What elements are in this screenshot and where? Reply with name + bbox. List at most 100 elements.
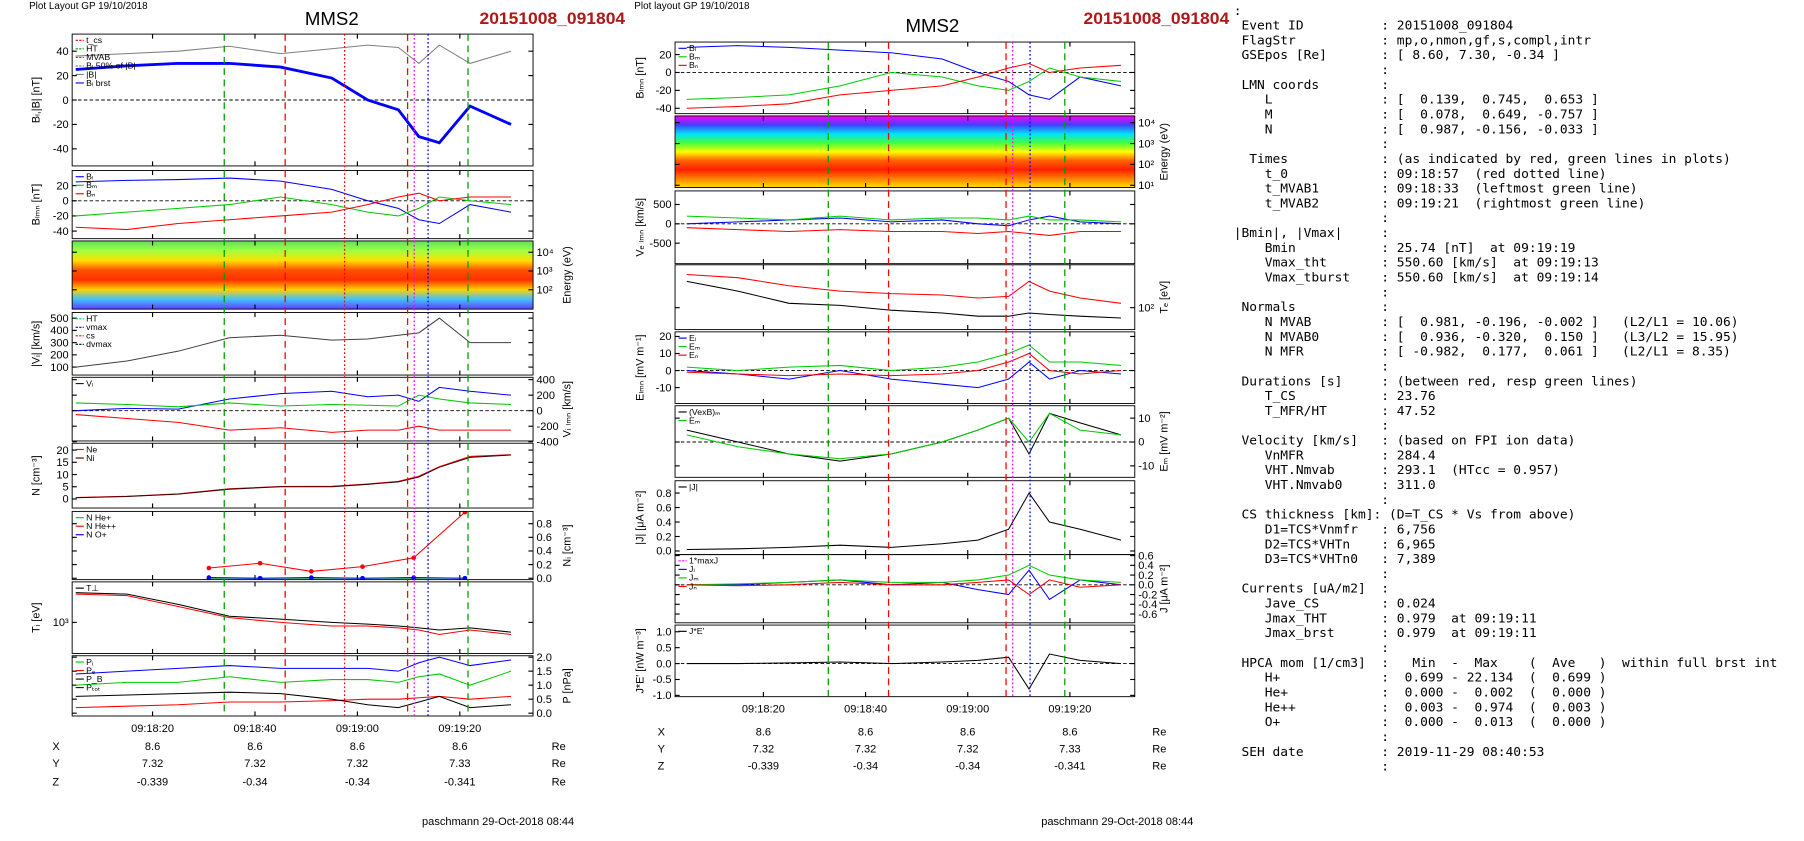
legend-label: Eₗ xyxy=(689,333,697,343)
ephemeris-unit: Re xyxy=(1152,761,1166,773)
y-tick-label: -400 xyxy=(537,437,559,449)
series-line xyxy=(686,564,1122,586)
info-line: Velocity [km/s] : (based on FPI ion data… xyxy=(1234,434,1576,449)
info-line: Currents [uA/m2] : xyxy=(1234,582,1389,597)
info-line: t_0 : 09:18:57 (red dotted line) xyxy=(1234,167,1607,182)
panel-frame xyxy=(71,442,534,509)
series-group xyxy=(686,344,1122,389)
legend-label: Pₑ xyxy=(86,665,95,675)
info-line: N MVAB : [ 0.981, -0.196, -0.002 ] (L2/L… xyxy=(1234,315,1739,330)
y-tick-label: 500 xyxy=(653,199,671,211)
info-line: M : [ 0.078, 0.649, -0.757 ] xyxy=(1234,108,1599,123)
y-tick-label: 300 xyxy=(50,337,68,349)
panel: -1.0 -0.5 0.0 0.5 1.0 J*E' J*E' [nW m⁻³] xyxy=(635,624,1136,702)
info-line: Bmin : 25.74 [nT] at 09:19:19 xyxy=(1234,241,1576,256)
data-point xyxy=(257,575,263,580)
series-line xyxy=(686,412,1122,462)
data-point xyxy=(308,575,314,580)
data-point xyxy=(257,560,263,566)
panel-frame xyxy=(71,376,534,442)
ephemeris-unit: Re xyxy=(552,741,566,753)
y-tick-label: 40 xyxy=(56,46,68,58)
info-listing: : Event ID : 20151008_091804 FlagStr : m… xyxy=(1234,4,1778,775)
ephemeris-value: -0.339 xyxy=(137,776,168,788)
ephemeris-value: 7.32 xyxy=(753,743,774,755)
y-tick-label: 0.2 xyxy=(537,559,552,571)
y-tick-label: 0.4 xyxy=(537,546,552,558)
x-tick-label: 09:18:20 xyxy=(131,723,174,735)
x-tick-label: 09:18:40 xyxy=(233,723,276,735)
info-line: T_CS : 23.76 xyxy=(1234,389,1436,404)
y-tick-label: -0.5 xyxy=(653,674,672,686)
ephemeris-value: -0.339 xyxy=(748,761,779,773)
legend-label: Bₗ brst xyxy=(86,78,111,88)
series-line xyxy=(686,45,1122,100)
legend-label: N He++ xyxy=(86,521,116,531)
info-line: : xyxy=(1234,730,1389,745)
legend-label: Eₘ xyxy=(689,415,701,425)
info-line: D1=TCS*Vnmfr : 6,756 xyxy=(1234,523,1436,538)
series-group xyxy=(686,273,1122,319)
series-group xyxy=(75,317,512,368)
legend-label: Bₙ xyxy=(689,60,699,70)
info-line: D2=TCS*VHTn : 6,965 xyxy=(1234,537,1436,552)
info-line: : xyxy=(1234,137,1389,152)
y-tick-label: 0 xyxy=(537,406,543,418)
y-tick-label: 100 xyxy=(50,362,68,374)
ephemeris-label: Y xyxy=(658,743,666,755)
ephemeris-unit: Re xyxy=(552,776,566,788)
y-tick-label: 10² xyxy=(1138,303,1154,315)
legend-label: HT xyxy=(86,314,98,324)
y-tick-label: 0.0 xyxy=(537,708,552,720)
y-tick-label: 0 xyxy=(63,494,69,506)
series-line xyxy=(75,414,512,433)
series-group xyxy=(206,511,468,580)
info-line: N MVAB0 : [ 0.936, -0.320, 0.150 ] (L3/L… xyxy=(1234,330,1739,345)
series-line xyxy=(208,511,466,572)
info-line: VnMFR : 284.4 xyxy=(1234,449,1436,464)
y-tick-label: 20 xyxy=(56,70,68,82)
x-tick-label: 09:18:40 xyxy=(844,704,887,716)
y-axis-label: Vᵢ ₗₘₙ [km/s] xyxy=(561,381,573,437)
x-tick-label: 09:19:00 xyxy=(336,723,379,735)
legend-label: Jₗ xyxy=(689,564,695,574)
y-tick-label: 10³ xyxy=(53,617,69,629)
series-line xyxy=(686,273,1122,304)
y-axis-label: Bₗₘₙ [nT] xyxy=(30,184,42,226)
ephemeris-value: 7.33 xyxy=(1059,743,1080,755)
y-tick-label: 10³ xyxy=(537,266,553,278)
y-tick-label: 200 xyxy=(50,350,68,362)
info-line: VHT.Nmvab0 : 311.0 xyxy=(1234,478,1436,493)
series-group xyxy=(686,653,1122,691)
ephemeris-value: 8.6 xyxy=(145,741,160,753)
info-line: : xyxy=(1234,641,1389,656)
series-line xyxy=(686,62,1122,109)
ephemeris-value: 7.33 xyxy=(449,758,470,770)
y-axis-label: J [μA m⁻²] xyxy=(1158,564,1170,612)
ephemeris-value: -0.34 xyxy=(345,776,370,788)
y-tick-label: 20 xyxy=(56,445,68,457)
legend-label: Bₗ 50% of |B| xyxy=(86,61,136,71)
panel-frame xyxy=(71,33,534,167)
y-tick-label: -40 xyxy=(656,103,672,115)
y-tick-label: 1.5 xyxy=(537,666,552,678)
ephemeris-unit: Re xyxy=(552,758,566,770)
y-axis-label: Tᵢ [eV] xyxy=(30,602,42,632)
y-tick-label: 10⁴ xyxy=(1138,118,1155,130)
y-tick-label: 10² xyxy=(537,285,553,297)
data-point xyxy=(462,575,468,580)
series-line xyxy=(686,579,1122,596)
y-tick-label: -20 xyxy=(53,119,69,131)
y-tick-label: -20 xyxy=(656,85,672,97)
data-point xyxy=(360,564,365,569)
y-tick-label: -0.4 xyxy=(1138,599,1157,611)
legend-label: Pᵢ xyxy=(86,657,93,667)
data-point xyxy=(411,555,417,561)
x-tick-label: 09:19:00 xyxy=(946,704,989,716)
panel: 10³ T⊥ Tᵢ [eV] xyxy=(30,581,534,654)
panel: -400 -200 0 200 400 Vₗ Vᵢ ₗₘₙ [km/s] xyxy=(71,375,573,449)
